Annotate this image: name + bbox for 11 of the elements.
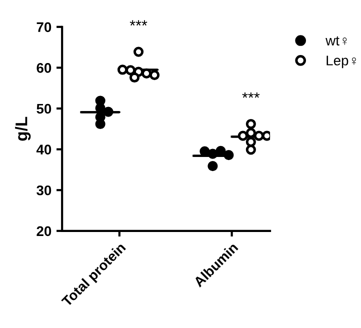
y-tick-label: 60 [36, 63, 52, 73]
y-tick-label: 70 [36, 22, 52, 32]
legend-label: Lep♀ [326, 56, 356, 68]
y-axis-title: g/L [15, 116, 31, 141]
y-tick-label: 50 [36, 104, 52, 114]
y-tick-label: 30 [36, 185, 52, 196]
y-tick-label: 20 [36, 226, 52, 236]
y-tick-label: 40 [36, 144, 52, 154]
annotation: *** [242, 92, 260, 98]
legend-label: wt♀ [326, 36, 347, 46]
text: *** [130, 20, 148, 26]
